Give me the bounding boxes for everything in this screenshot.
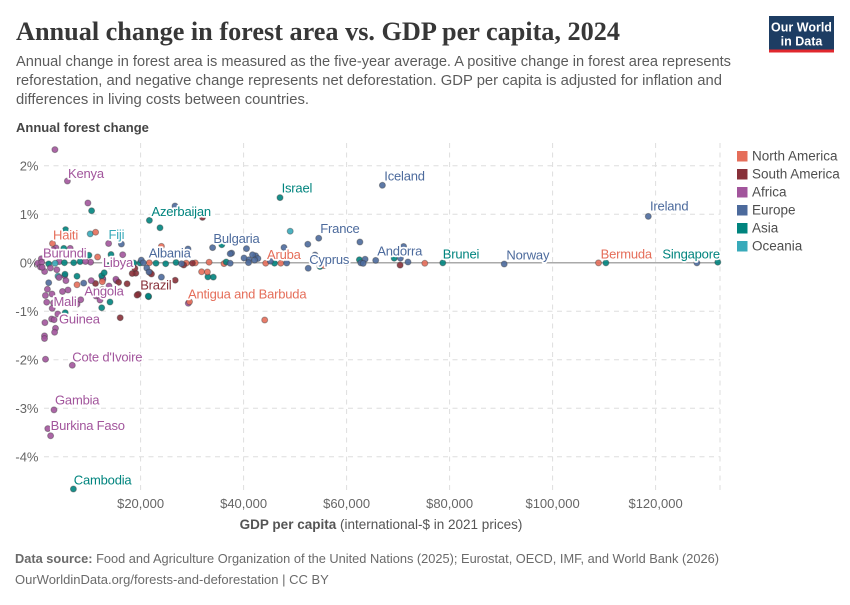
svg-text:Cambodia: Cambodia [74,473,133,488]
svg-text:Fiji: Fiji [109,227,125,242]
svg-text:Libya: Libya [103,255,134,270]
svg-text:-3%: -3% [15,401,39,416]
svg-text:Kenya: Kenya [68,166,105,181]
svg-text:Gambia: Gambia [55,393,100,408]
svg-text:1%: 1% [20,207,39,222]
svg-text:Iceland: Iceland [384,169,425,184]
svg-text:2%: 2% [20,158,39,173]
svg-text:differences in living costs be: differences in living costs between coun… [16,92,309,108]
svg-text:reforestation, and negative ch: reforestation, and negative change repre… [16,73,722,89]
svg-text:Brazil: Brazil [140,278,172,293]
svg-text:-1%: -1% [15,304,39,319]
svg-text:OurWorldinData.org/forests-and: OurWorldinData.org/forests-and-deforesta… [15,572,329,587]
svg-text:Cote d'Ivoire: Cote d'Ivoire [72,350,142,365]
svg-text:$60,000: $60,000 [323,496,370,511]
svg-text:Annual change in forest area v: Annual change in forest area vs. GDP per… [16,17,620,46]
svg-text:France: France [320,221,359,236]
svg-text:Europe: Europe [752,203,796,218]
svg-text:Albania: Albania [149,246,192,261]
svg-text:-2%: -2% [15,352,39,367]
svg-text:North America: North America [752,149,838,164]
svg-text:$40,000: $40,000 [220,496,267,511]
svg-text:Data source: Food and Agricult: Data source: Food and Agriculture Organi… [15,551,719,566]
svg-text:Bulgaria: Bulgaria [213,231,260,246]
svg-text:in Data: in Data [781,35,824,49]
svg-text:Antigua and Barbuda: Antigua and Barbuda [188,286,307,301]
svg-text:-4%: -4% [15,449,39,464]
svg-text:Oceania: Oceania [752,239,803,254]
svg-text:Burkina Faso: Burkina Faso [51,418,125,433]
svg-text:$120,000: $120,000 [628,496,682,511]
svg-text:Cyprus: Cyprus [309,252,350,267]
svg-text:Annual change in forest area i: Annual change in forest area is measured… [16,54,731,70]
svg-text:Asia: Asia [752,221,779,236]
svg-text:GDP per capita (international-: GDP per capita (international-$ in 2021 … [240,517,523,532]
svg-text:Angola: Angola [84,284,124,299]
svg-text:Annual forest change: Annual forest change [16,120,149,135]
svg-text:Andorra: Andorra [377,244,423,259]
svg-text:Israel: Israel [282,181,313,196]
svg-text:Burundi: Burundi [43,246,87,261]
svg-text:$80,000: $80,000 [426,496,473,511]
svg-text:Azerbaijan: Azerbaijan [152,204,211,219]
svg-text:Ireland: Ireland [650,199,688,214]
svg-text:Singapore: Singapore [662,247,719,262]
svg-text:Brunei: Brunei [443,247,480,262]
svg-text:Africa: Africa [752,185,787,200]
svg-text:$100,000: $100,000 [525,496,579,511]
svg-text:0%: 0% [20,255,39,270]
svg-text:Norway: Norway [506,248,550,263]
svg-text:Guinea: Guinea [59,312,101,327]
svg-text:Aruba: Aruba [267,247,302,262]
svg-text:South America: South America [752,167,840,182]
svg-text:Mali: Mali [54,294,77,309]
svg-text:Our World: Our World [771,21,832,35]
svg-text:Bermuda: Bermuda [601,247,653,262]
svg-text:Haiti: Haiti [53,228,78,243]
svg-text:$20,000: $20,000 [117,496,164,511]
